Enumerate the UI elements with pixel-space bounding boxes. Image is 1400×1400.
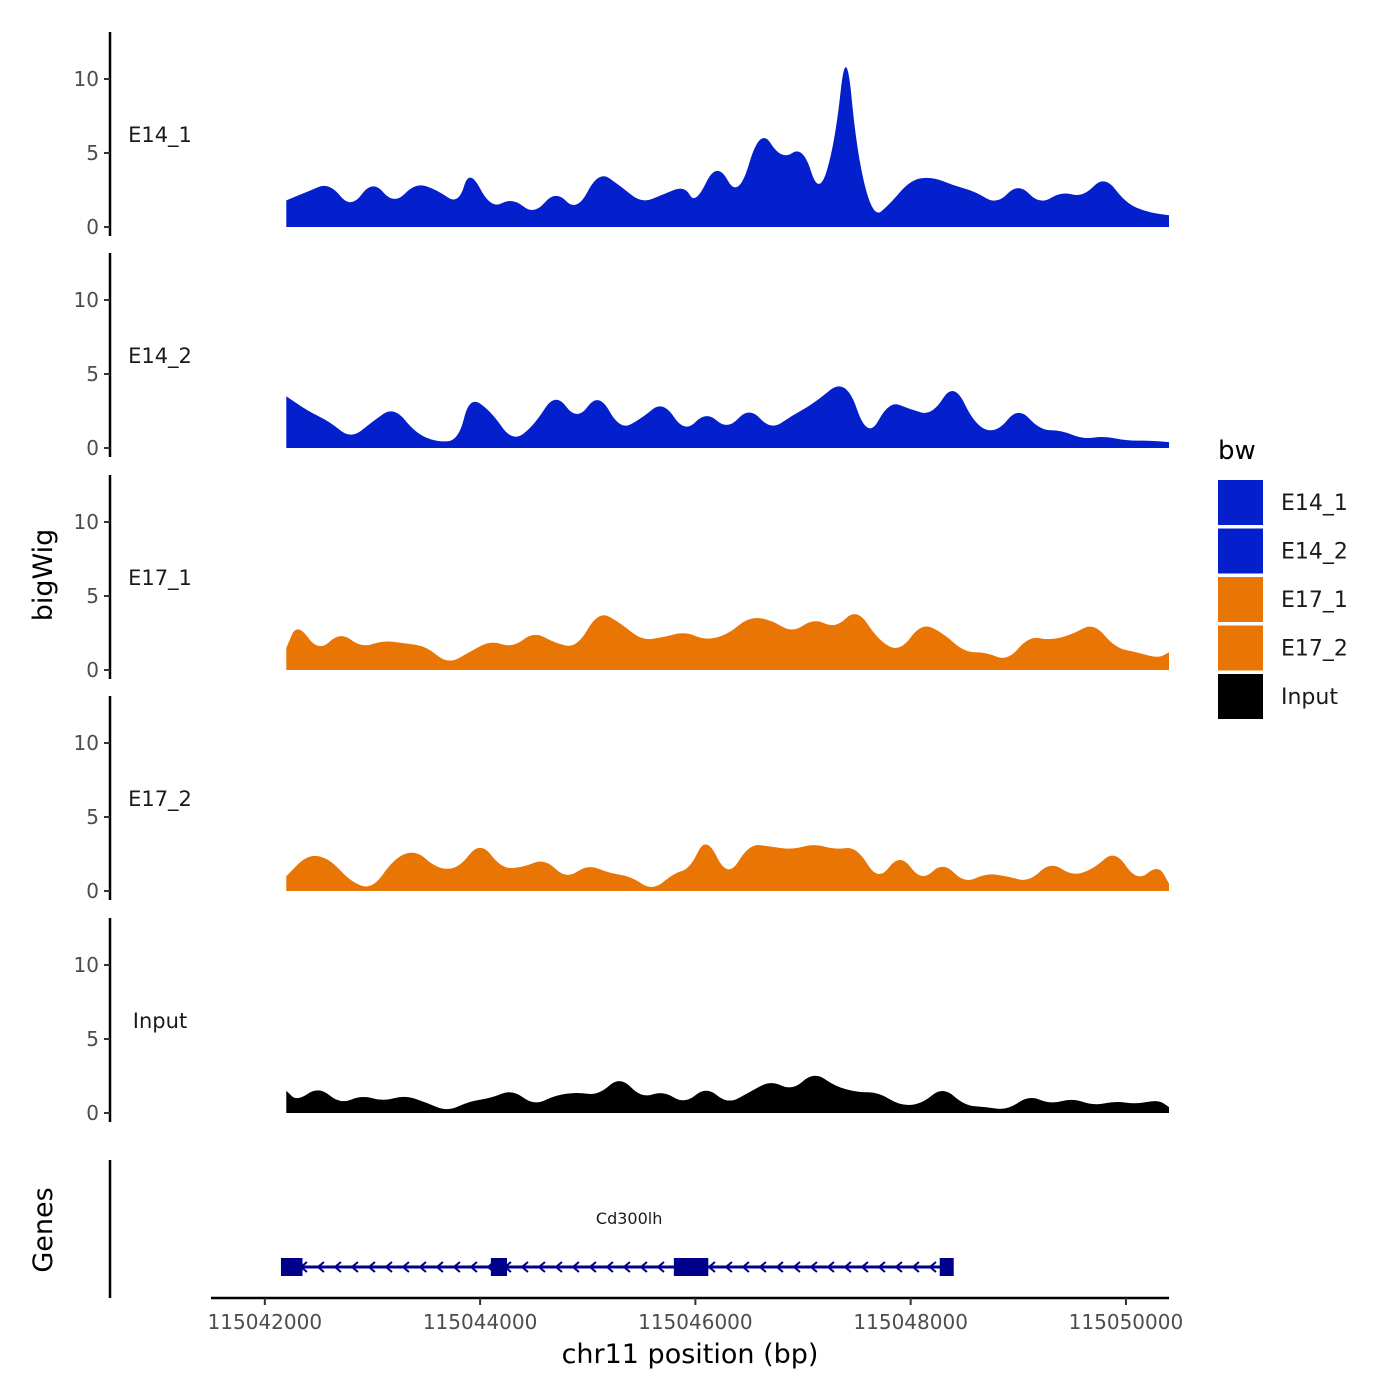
strand-arrow (435, 1261, 444, 1273)
legend: bw E14_1 E14_2 E17_1 E17_2 Input (1218, 436, 1348, 719)
gene-exon (939, 1258, 954, 1276)
legend-label-input: Input (1281, 685, 1338, 710)
y-axis-title: bigWig (28, 529, 59, 622)
y-tick-label: 10 (74, 731, 99, 755)
panel-e17-2: 0 5 10 E17_2 (74, 696, 1169, 903)
y-tick-label: 0 (86, 658, 99, 682)
strand-arrow (469, 1261, 478, 1273)
strand-arrow (571, 1261, 580, 1273)
strand-arrow (401, 1261, 410, 1273)
track-label-e14-2: E14_2 (128, 344, 192, 369)
legend-key-input (1218, 674, 1263, 719)
strand-arrow (775, 1261, 784, 1273)
x-tick-label: 115046000 (638, 1310, 753, 1334)
strand-arrow (537, 1261, 546, 1273)
strand-arrow (316, 1261, 325, 1273)
y-tick-label: 5 (86, 141, 99, 165)
strand-arrow (911, 1261, 920, 1273)
gene-name-label: Cd300lh (596, 1209, 662, 1228)
strand-arrow (860, 1261, 869, 1273)
panel-e14-1: 0 5 10 E14_1 (74, 32, 1169, 239)
x-tick-label: 115050000 (1069, 1310, 1184, 1334)
strand-arrow (758, 1261, 767, 1273)
x-axis-title: chr11 position (bp) (562, 1339, 819, 1370)
strand-arrow (367, 1261, 376, 1273)
legend-label-e14-1: E14_1 (1281, 491, 1348, 516)
strand-arrow (622, 1261, 631, 1273)
strand-arrow (350, 1261, 359, 1273)
strand-arrow (843, 1261, 852, 1273)
y-tick-label: 0 (86, 436, 99, 460)
track-label-e17-2: E17_2 (128, 787, 192, 812)
strand-arrow (333, 1261, 342, 1273)
strand-arrow (877, 1261, 886, 1273)
y-tick-label: 5 (86, 584, 99, 608)
panel-input: 0 5 10 Input (74, 918, 1169, 1125)
strand-arrow (452, 1261, 461, 1273)
strand-arrow (792, 1261, 801, 1273)
strand-arrow (418, 1261, 427, 1273)
genes-axis-title: Genes (28, 1187, 59, 1272)
signal-panels: 0 5 10 E14_1 0 5 10 E14_2 0 5 10 E17_1 0 5 10 E17_2 0 5 10… (74, 32, 1169, 1125)
strand-arrow (826, 1261, 835, 1273)
y-tick-label: 10 (74, 67, 99, 91)
strand-arrow (741, 1261, 750, 1273)
y-tick-label: 5 (86, 805, 99, 829)
y-tick-label: 5 (86, 362, 99, 386)
x-tick-label: 115042000 (208, 1310, 323, 1334)
signal-area-input (286, 1075, 1169, 1113)
legend-key-e14-2 (1218, 528, 1263, 574)
x-tick-label: 115044000 (423, 1310, 538, 1334)
signal-area-e14-1 (286, 67, 1169, 227)
strand-arrow (809, 1261, 818, 1273)
strand-arrow (928, 1261, 937, 1273)
y-tick-label: 0 (86, 879, 99, 903)
legend-key-e17-2 (1218, 625, 1263, 671)
strand-arrow (520, 1261, 529, 1273)
x-axis: 115042000 115044000 115046000 115048000 1150… (208, 1296, 1184, 1334)
strand-arrow (588, 1261, 597, 1273)
gene-track-panel: Cd300lh (108, 1160, 954, 1298)
strand-arrow (605, 1261, 614, 1273)
track-label-e14-1: E14_1 (128, 123, 192, 148)
legend-title: bw (1218, 436, 1256, 466)
strand-arrow (384, 1261, 393, 1273)
legend-label-e17-1: E17_1 (1281, 588, 1348, 613)
y-tick-label: 5 (86, 1027, 99, 1051)
signal-area-e17-1 (286, 614, 1169, 670)
signal-area-e17-2 (286, 844, 1169, 891)
track-label-input: Input (133, 1009, 187, 1033)
y-tick-label: 10 (74, 288, 99, 312)
strand-arrow (894, 1261, 903, 1273)
legend-key-e14-1 (1218, 480, 1263, 525)
legend-label-e14-2: E14_2 (1281, 540, 1348, 565)
y-tick-label: 10 (74, 953, 99, 977)
panel-e17-1: 0 5 10 E17_1 (74, 475, 1169, 682)
strand-arrow (724, 1261, 733, 1273)
legend-key-e17-1 (1218, 577, 1263, 622)
panel-e14-2: 0 5 10 E14_2 (74, 253, 1169, 460)
gene-exon (490, 1258, 508, 1276)
gene-exon (673, 1258, 709, 1276)
strand-arrow (639, 1261, 648, 1273)
y-tick-label: 10 (74, 510, 99, 534)
strand-arrow (656, 1261, 665, 1273)
x-tick-label: 115048000 (853, 1310, 968, 1334)
y-tick-label: 0 (86, 1101, 99, 1125)
legend-label-e17-2: E17_2 (1281, 637, 1348, 662)
strand-arrow (554, 1261, 563, 1273)
strand-arrow (707, 1261, 716, 1273)
signal-area-e14-2 (286, 386, 1169, 448)
y-tick-label: 0 (86, 215, 99, 239)
gene-exon (280, 1258, 303, 1276)
track-label-e17-1: E17_1 (128, 566, 192, 591)
